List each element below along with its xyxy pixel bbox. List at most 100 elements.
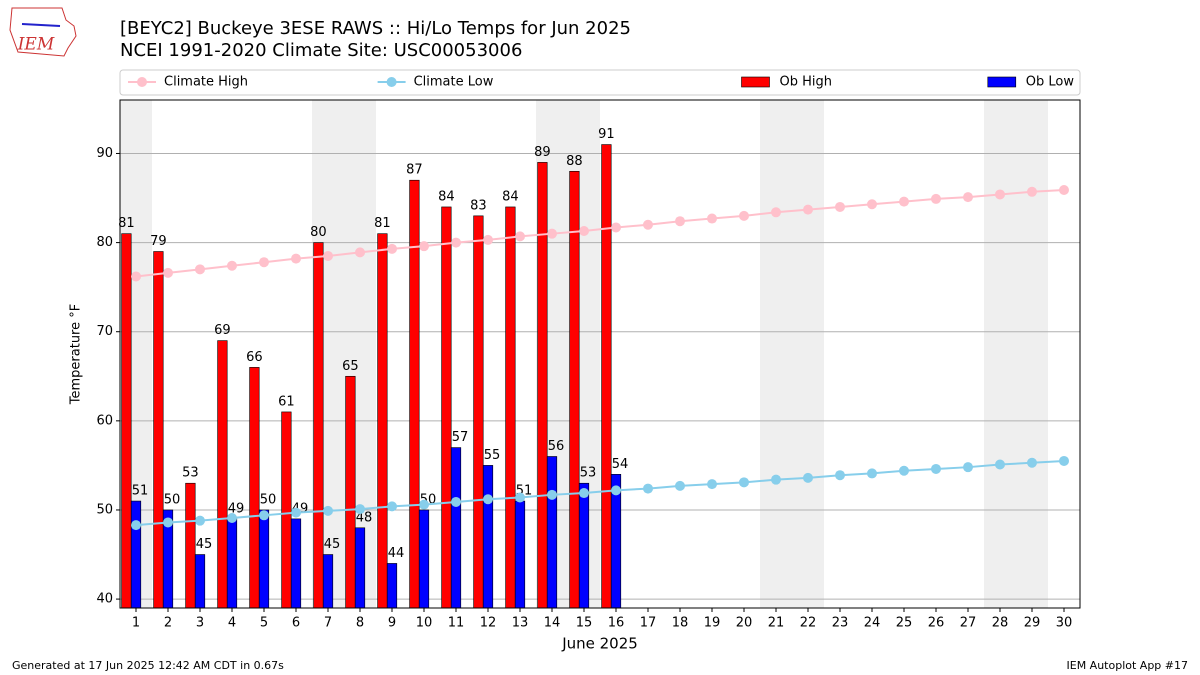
point bbox=[387, 243, 397, 254]
bar bbox=[441, 206, 452, 609]
x-tick-label: 8 bbox=[356, 616, 364, 631]
point bbox=[547, 228, 557, 239]
x-tick-label: 12 bbox=[480, 616, 497, 631]
x-tick-label: 20 bbox=[736, 616, 753, 631]
x-tick-label: 27 bbox=[960, 616, 977, 631]
bar bbox=[281, 411, 292, 609]
bar bbox=[121, 233, 132, 609]
point bbox=[643, 483, 653, 494]
x-tick-label: 7 bbox=[324, 616, 332, 631]
x-tick-label: 6 bbox=[292, 616, 300, 631]
point bbox=[195, 515, 205, 526]
data-label: 53 bbox=[182, 466, 199, 481]
data-label: 49 bbox=[228, 501, 245, 516]
logo-text: IEM bbox=[17, 35, 55, 55]
bar bbox=[345, 375, 356, 609]
y-tick-label: 80 bbox=[96, 235, 113, 250]
point bbox=[707, 213, 717, 224]
bar bbox=[569, 170, 580, 609]
point bbox=[867, 199, 877, 210]
point bbox=[963, 462, 973, 473]
x-tick-label: 24 bbox=[864, 616, 881, 631]
x-tick-label: 13 bbox=[512, 616, 529, 631]
data-label: 91 bbox=[598, 127, 615, 142]
data-label: 61 bbox=[278, 394, 295, 409]
point bbox=[739, 210, 749, 221]
point bbox=[995, 189, 1005, 200]
chart-title: [BEYC2] Buckeye 3ESE RAWS :: Hi/Lo Temps… bbox=[120, 18, 631, 39]
bar bbox=[258, 509, 270, 609]
point bbox=[163, 267, 173, 278]
x-tick-label: 5 bbox=[260, 616, 268, 631]
point bbox=[1059, 185, 1069, 196]
x-tick-label: 18 bbox=[672, 616, 689, 631]
point bbox=[227, 512, 237, 523]
point bbox=[579, 226, 589, 237]
data-label: 50 bbox=[164, 492, 181, 507]
legend-label: Climate High bbox=[164, 75, 248, 90]
data-label: 69 bbox=[214, 323, 231, 338]
point bbox=[419, 499, 429, 510]
point bbox=[963, 192, 973, 203]
x-tick-label: 9 bbox=[388, 616, 396, 631]
x-tick-label: 4 bbox=[228, 616, 236, 631]
x-tick-label: 23 bbox=[832, 616, 849, 631]
y-axis-label: Temperature °F bbox=[69, 304, 84, 405]
x-tick-label: 29 bbox=[1024, 616, 1041, 631]
weekend-shade bbox=[760, 100, 792, 608]
x-tick-label: 28 bbox=[992, 616, 1009, 631]
point bbox=[611, 485, 621, 496]
x-tick-label: 10 bbox=[416, 616, 433, 631]
bar bbox=[578, 482, 590, 609]
x-axis-label: June 2025 bbox=[561, 635, 638, 653]
footer-right: IEM Autoplot App #17 bbox=[1067, 659, 1189, 672]
point bbox=[515, 231, 525, 242]
point bbox=[419, 241, 429, 252]
point bbox=[835, 470, 845, 481]
weekend-shade bbox=[792, 100, 824, 608]
point bbox=[995, 459, 1005, 470]
bar bbox=[514, 500, 526, 609]
point bbox=[483, 494, 493, 505]
point bbox=[867, 468, 877, 479]
point bbox=[1027, 457, 1037, 468]
bar bbox=[153, 251, 164, 609]
data-label: 53 bbox=[580, 466, 597, 481]
point bbox=[803, 204, 813, 215]
data-label: 66 bbox=[246, 350, 263, 365]
chart-subtitle: NCEI 1991-2020 Climate Site: USC00053006 bbox=[120, 40, 522, 61]
data-label: 79 bbox=[150, 234, 167, 249]
bar bbox=[473, 215, 484, 609]
point bbox=[259, 510, 269, 521]
x-tick-label: 11 bbox=[448, 616, 465, 631]
point bbox=[899, 465, 909, 476]
point bbox=[675, 216, 685, 227]
legend-swatch bbox=[987, 76, 1017, 88]
x-tick-label: 16 bbox=[608, 616, 625, 631]
point bbox=[931, 463, 941, 474]
x-tick-label: 22 bbox=[800, 616, 817, 631]
bar bbox=[313, 242, 324, 609]
point bbox=[227, 260, 237, 271]
line bbox=[135, 189, 1065, 278]
point bbox=[291, 253, 301, 264]
y-tick-label: 70 bbox=[96, 324, 113, 339]
point bbox=[195, 264, 205, 275]
point bbox=[131, 520, 141, 531]
weekend-shade bbox=[1016, 100, 1048, 608]
bar bbox=[130, 500, 142, 609]
x-tick-label: 1 bbox=[132, 616, 140, 631]
x-tick-label: 26 bbox=[928, 616, 945, 631]
point bbox=[451, 496, 461, 507]
point bbox=[931, 193, 941, 204]
point bbox=[1027, 186, 1037, 197]
bar bbox=[418, 509, 430, 609]
bar bbox=[226, 518, 238, 609]
point bbox=[291, 507, 301, 518]
plot-frame bbox=[119, 99, 1081, 609]
data-label: 81 bbox=[374, 216, 391, 231]
bar bbox=[482, 465, 494, 609]
point bbox=[323, 250, 333, 261]
data-label: 45 bbox=[324, 537, 341, 552]
